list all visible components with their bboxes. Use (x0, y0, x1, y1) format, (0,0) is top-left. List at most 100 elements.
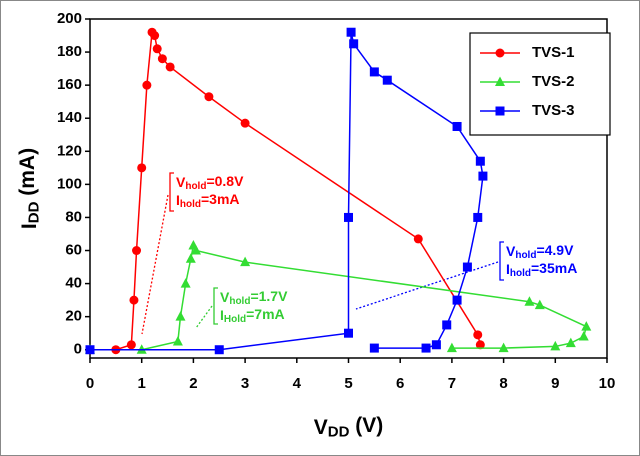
point (157, 54, 167, 64)
point (175, 311, 186, 321)
x-tick-label: 6 (396, 375, 404, 392)
point (413, 234, 423, 244)
annotation: Ihold=35mA (506, 260, 577, 279)
annotation: Vhold=0.8V (176, 173, 244, 192)
point (565, 337, 576, 348)
point (534, 299, 545, 310)
annotation-part: =7mA (246, 306, 285, 322)
point (442, 320, 452, 330)
x-tick-label: 3 (241, 375, 249, 392)
x-axis-label-part: (V) (349, 414, 383, 437)
point (431, 340, 441, 350)
annotation-part: V (506, 243, 516, 259)
x-tick-label: 5 (344, 375, 352, 392)
x-tick-label: 2 (189, 375, 197, 392)
y-tick-label: 40 (65, 275, 82, 292)
red-arrow (141, 194, 169, 335)
y-axis-label-part: DD (25, 201, 42, 223)
y-tick-label: 100 (57, 175, 82, 192)
annotation: Ihold=3mA (176, 191, 240, 210)
annotation-part: V (176, 174, 186, 190)
point (132, 246, 142, 256)
y-tick-label: 180 (57, 43, 82, 60)
annotation-bracket (499, 241, 504, 281)
annotation-part: =1.7V (250, 288, 288, 304)
point (550, 340, 561, 351)
point (137, 163, 147, 173)
legend-label: TVS-2 (532, 73, 575, 90)
legend-marker (495, 106, 505, 116)
point (581, 321, 592, 331)
annotation-part: =35mA (531, 260, 577, 276)
point (462, 262, 472, 272)
y-tick-label: 60 (65, 241, 82, 258)
annotation-part: hold (229, 296, 250, 307)
annotation-part: hold (185, 181, 206, 192)
x-tick-label: 9 (551, 375, 559, 392)
x-tick-label: 4 (293, 375, 302, 392)
x-tick-label: 7 (448, 375, 456, 392)
annotation-part: =4.9V (536, 242, 574, 258)
point (344, 212, 353, 222)
blue-arrow (355, 261, 499, 310)
annotation-part: Hold (224, 314, 246, 325)
point (185, 253, 196, 263)
annotation-bracket (213, 287, 218, 325)
x-tick-label: 0 (86, 375, 94, 392)
green-arrow (195, 305, 213, 329)
point (475, 156, 485, 166)
point (165, 62, 175, 72)
point (382, 75, 392, 85)
y-tick-label: 140 (57, 109, 82, 126)
point (369, 343, 379, 353)
point (240, 118, 250, 128)
point (524, 296, 535, 306)
point (452, 121, 462, 131)
point (190, 245, 201, 255)
annotation-part: I (220, 307, 224, 323)
x-axis-label: VDD (V) (314, 414, 384, 441)
y-tick-label: 20 (65, 308, 82, 325)
point (452, 295, 462, 305)
y-tick-label: 160 (57, 76, 82, 93)
point (214, 345, 224, 355)
point (344, 328, 353, 338)
annotation-part: hold (180, 199, 201, 210)
y-tick-label: 200 (57, 10, 82, 27)
x-tick-label: 8 (499, 375, 507, 392)
legend-label: TVS-1 (532, 44, 575, 61)
point (446, 342, 457, 353)
x-tick-label: 10 (599, 375, 616, 392)
point (180, 278, 191, 288)
point (578, 331, 589, 341)
annotation-arrows (141, 194, 499, 335)
point (498, 342, 509, 353)
point (473, 212, 483, 222)
point (346, 27, 356, 37)
annotation: IHold=7mA (220, 306, 285, 325)
annotation: Vhold=4.9V (506, 242, 574, 261)
point (150, 31, 160, 41)
point (172, 335, 183, 346)
point (421, 343, 431, 353)
y-tick-label: 120 (57, 142, 82, 159)
x-axis-label-part: V (314, 416, 328, 439)
legend-box (469, 32, 611, 136)
point (473, 330, 483, 340)
point (142, 80, 152, 90)
legend-label: TVS-3 (532, 102, 575, 119)
y-tick-label: 0 (74, 341, 82, 358)
annotation-bracket (169, 172, 174, 212)
point (478, 171, 488, 181)
annotation-part: I (506, 261, 510, 277)
point (85, 345, 95, 355)
point (129, 295, 139, 305)
annotation-part: hold (510, 268, 531, 279)
point (475, 340, 485, 350)
annotation: Vhold=1.7V (220, 288, 288, 307)
x-tick-label: 1 (138, 375, 146, 392)
x-axis-label-part: DD (328, 423, 350, 440)
annotation-part: I (176, 192, 180, 208)
point (204, 92, 214, 102)
